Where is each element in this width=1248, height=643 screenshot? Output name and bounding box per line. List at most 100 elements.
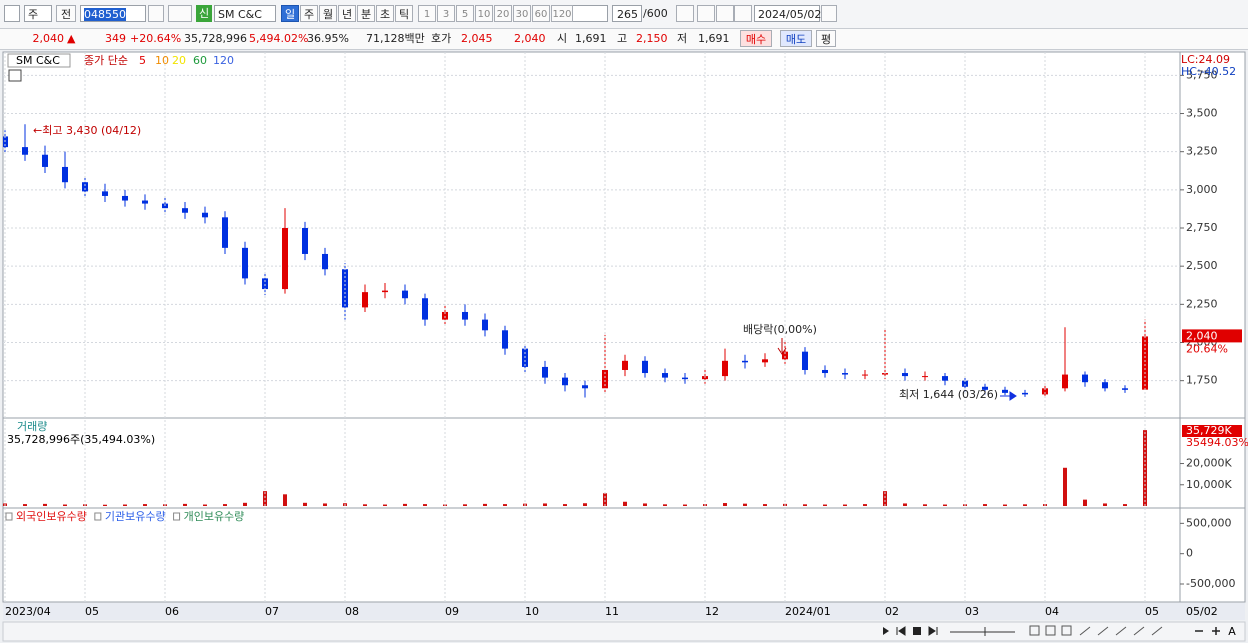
sell-button[interactable]: 매도	[780, 30, 812, 47]
candle-body	[502, 330, 508, 349]
view-button[interactable]	[1045, 625, 1056, 636]
y-tick-label: 1,750	[1186, 374, 1218, 387]
volume-bar	[903, 503, 907, 506]
tool-button[interactable]	[676, 5, 694, 22]
volume-bar	[283, 494, 287, 506]
x-tick-label: 12	[705, 605, 719, 618]
zoom-in[interactable]	[1212, 627, 1220, 635]
period-button[interactable]: 초	[376, 5, 394, 22]
scroll-bar	[2, 621, 1246, 642]
volume-bar	[383, 504, 387, 506]
volume-title: 거래량	[17, 420, 47, 433]
volume-bar	[123, 504, 127, 506]
sound-button[interactable]	[168, 5, 192, 22]
interval-button[interactable]: 120	[551, 5, 573, 22]
interval-button[interactable]: 60	[532, 5, 550, 22]
volume-bar	[1023, 504, 1027, 506]
y-tick-label: 10,000K	[1186, 478, 1232, 491]
y-tick-label: -500,000	[1186, 577, 1235, 590]
legend-swatch	[94, 512, 102, 521]
save-button[interactable]	[716, 5, 734, 22]
candle-body	[1122, 388, 1128, 390]
table-icon	[8, 69, 22, 82]
volume-bar	[843, 504, 847, 506]
candle-body	[942, 376, 948, 381]
x-tick-label: 07	[265, 605, 279, 618]
buy-button[interactable]: 매수	[740, 30, 772, 47]
interval-button[interactable]: 20	[494, 5, 512, 22]
candle-body	[1142, 336, 1148, 390]
volume-bar	[583, 503, 587, 506]
y-tick-label: 0	[1186, 547, 1193, 560]
period-button[interactable]: 일	[281, 5, 299, 22]
candle-body	[582, 385, 588, 389]
first-button[interactable]	[896, 626, 906, 636]
interval-button[interactable]: 3	[437, 5, 455, 22]
volume-bar	[1123, 504, 1127, 506]
period-button[interactable]: 주	[300, 5, 318, 22]
font-button[interactable]: A	[1228, 625, 1236, 638]
volume-bar	[623, 501, 627, 506]
search-button[interactable]	[148, 5, 164, 22]
play-button[interactable]	[883, 627, 889, 635]
volume-bar	[763, 504, 767, 506]
period-button[interactable]: 월	[319, 5, 337, 22]
candle-body	[322, 253, 328, 270]
view-button[interactable]	[1029, 625, 1040, 636]
volume-bar	[203, 504, 207, 506]
menu-icon[interactable]	[4, 5, 20, 22]
period-button[interactable]: 틱	[395, 5, 413, 22]
volume-bar	[983, 504, 987, 506]
last-volume-label: 35,729K	[1186, 424, 1232, 437]
candle-body	[1062, 374, 1068, 389]
high-label: 고	[617, 32, 628, 45]
turnover: 36.95%	[307, 32, 349, 45]
y-tick-label: 500,000	[1186, 516, 1232, 529]
avg-button[interactable]: 평	[816, 30, 836, 47]
volume-bar	[263, 491, 267, 506]
candle-body	[22, 147, 28, 155]
settings-button[interactable]	[734, 5, 752, 22]
volume-bar	[1103, 503, 1107, 506]
side-label: LC:24.09	[1181, 53, 1230, 66]
x-tick-label: 2023/04	[5, 605, 51, 618]
volume-bar	[503, 504, 507, 506]
period-button[interactable]: 년	[338, 5, 356, 22]
view-button[interactable]	[1061, 625, 1072, 636]
x-tick-label: 09	[445, 605, 459, 618]
volume-subtitle: 35,728,996주(35,494.03%)	[7, 433, 155, 446]
y-tick-label: 20,000K	[1186, 457, 1232, 470]
volume: 35,728,996	[184, 32, 247, 45]
calendar-button[interactable]	[821, 5, 837, 22]
date-input[interactable]: 2024/05/02	[754, 5, 821, 22]
x-tick-label: 11	[605, 605, 619, 618]
quote-bar: 2,040 ▲ 349 +20.64% 35,728,996 5,494.02%…	[0, 29, 1248, 50]
x-tick-label: 04	[1045, 605, 1059, 618]
legend-entry: 60	[193, 54, 207, 67]
y-tick-label: 2,500	[1186, 259, 1218, 272]
interval-button[interactable]: 5	[456, 5, 474, 22]
interval-button[interactable]: 30	[513, 5, 531, 22]
interval-button[interactable]: 10	[475, 5, 493, 22]
market-select[interactable]: 주	[24, 5, 52, 22]
zoom-slider[interactable]	[950, 627, 1015, 636]
tool-icons[interactable]	[1079, 626, 1163, 636]
candle-body	[722, 360, 728, 377]
last-button[interactable]	[928, 626, 938, 636]
stock-name: SM C&C	[16, 54, 60, 67]
code-input[interactable]: 048550	[80, 5, 146, 22]
candle-body	[462, 311, 468, 320]
prev-button[interactable]: 전	[56, 5, 76, 22]
candle-body	[102, 191, 108, 196]
tool-button[interactable]	[697, 5, 715, 22]
count-input[interactable]: 265	[612, 5, 642, 22]
candle-body	[902, 373, 908, 377]
stop-button[interactable]	[913, 627, 921, 635]
interval-button[interactable]: 1	[418, 5, 436, 22]
x-tick-label: 05	[1145, 605, 1159, 618]
name-input[interactable]: SM C&C	[214, 5, 276, 22]
period-button[interactable]: 분	[357, 5, 375, 22]
candle-body	[242, 247, 248, 279]
side-label: HC:-40.52	[1181, 65, 1236, 78]
